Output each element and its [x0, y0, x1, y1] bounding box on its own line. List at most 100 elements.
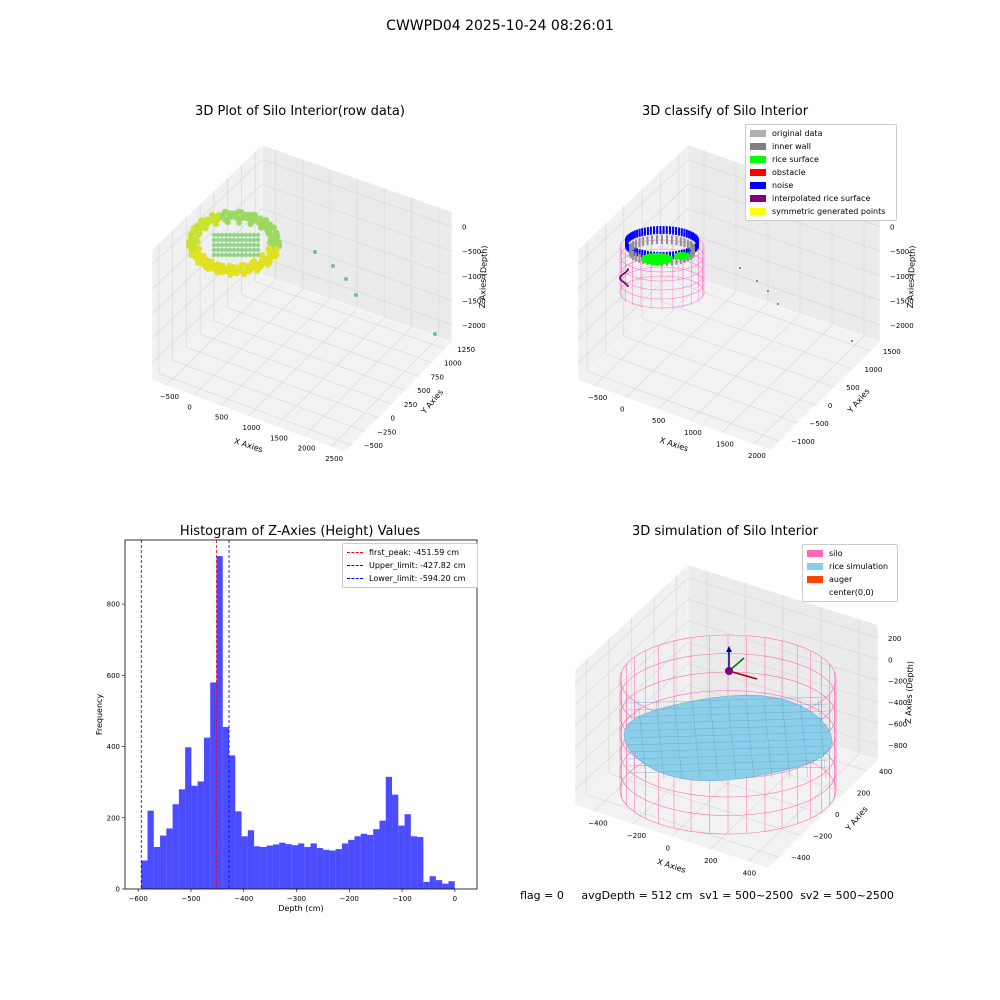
noise-point [696, 237, 699, 246]
raw-data-point [215, 247, 221, 253]
raw-data-point [243, 242, 249, 248]
x-tick-label: 0 [187, 403, 191, 411]
grid-line [660, 300, 853, 370]
legend-swatch [807, 550, 823, 557]
raw-data-point [203, 257, 210, 264]
histogram-bar [191, 785, 198, 889]
legend-swatch [807, 563, 823, 570]
raw-outlier-point [331, 264, 335, 268]
inner-wall-point [691, 249, 694, 259]
noise-point [688, 247, 691, 256]
grid-line [625, 291, 737, 398]
histogram-bar [435, 880, 443, 889]
legend-label: obstacle [772, 168, 806, 177]
noise-point [688, 230, 691, 239]
raw-data-point [224, 219, 231, 226]
axes-pane-floor [151, 274, 453, 453]
raw-data-point [231, 232, 237, 238]
legend-line [347, 552, 363, 553]
raw-data-point [247, 247, 253, 253]
noise-point [630, 232, 633, 241]
grid-line [193, 289, 303, 396]
raw-data-point [255, 237, 261, 243]
x-tick-label: 200 [704, 857, 717, 865]
noise-point [694, 243, 697, 252]
y-tick-label: 1000 [865, 366, 883, 374]
legend-item: symmetric generated points [750, 205, 892, 218]
raw-data-point [276, 241, 283, 248]
raw-data-point [267, 235, 274, 242]
legend-item: noise [750, 179, 892, 192]
legend-label: auger [829, 575, 853, 584]
surface-mesh-line [817, 699, 827, 779]
raw-data-point [239, 242, 245, 248]
raw-data-point [239, 237, 245, 243]
x-tick-label: 500 [215, 414, 228, 422]
histogram-bar [216, 556, 223, 889]
grid-line [587, 370, 780, 442]
legend-item: interpolated rice surface [750, 192, 892, 205]
y-tick-label: 200 [857, 789, 870, 797]
grid-line [642, 318, 835, 388]
raw-data-point [243, 237, 249, 243]
histogram-bar [291, 845, 298, 889]
noise-point [638, 228, 641, 237]
auger-axis-x [728, 670, 758, 680]
raw-data-point [185, 243, 192, 249]
noise-point [690, 246, 693, 255]
raw-data-point [223, 252, 229, 258]
z-tick-label: −600 [888, 721, 907, 729]
rice-surface-patch [674, 252, 690, 260]
noise-point [643, 250, 646, 259]
y-tick-label: 250 [404, 401, 417, 409]
legend-item: Lower_limit: -594.20 cm [347, 572, 473, 585]
raw-data-point [247, 242, 253, 248]
surface-mesh-line [627, 759, 829, 767]
histogram-bar [323, 849, 330, 889]
raw-data-point [227, 232, 233, 238]
legend-item: center(0,0) [807, 586, 893, 599]
legend-label: first_peak: -451.59 cm [369, 548, 460, 557]
inner-wall-point [689, 251, 692, 260]
grid-line [303, 327, 412, 437]
raw-data-point [243, 247, 249, 253]
raw-data-point [251, 247, 257, 253]
x-tick-label: −600 [129, 895, 148, 903]
x-tick-label: 400 [743, 870, 756, 878]
noise-point [636, 248, 639, 257]
x-axis-label: Depth (cm) [278, 904, 323, 913]
inner-wall-point [691, 242, 694, 252]
x-axis-label: X Axies [233, 437, 264, 455]
raw-data-point [231, 237, 237, 243]
histogram-bar [341, 843, 349, 889]
raw-data-point [211, 237, 217, 243]
histogram-bar [147, 810, 154, 889]
legend-label: rice simulation [829, 562, 889, 571]
histogram-bar [254, 846, 261, 889]
grid-line [687, 663, 879, 724]
legend-swatch [750, 195, 766, 202]
histogram-bar [379, 820, 386, 889]
grid-line [165, 279, 276, 386]
histogram-bar [360, 833, 367, 889]
histogram-bar [241, 836, 248, 889]
inner-wall-point [656, 235, 658, 245]
histogram-bar [410, 836, 418, 889]
histogram-bar [160, 835, 167, 889]
histogram-bar [203, 737, 211, 889]
histogram-bar [210, 682, 217, 889]
surface-mesh-line [745, 699, 755, 779]
inner-wall-point [632, 251, 635, 260]
x-tick-label: 1000 [684, 429, 702, 437]
surface-mesh-line [799, 699, 809, 779]
grid-line [261, 183, 453, 252]
histogram-bar [373, 829, 380, 889]
surface-mesh-line [637, 699, 647, 779]
grid-line [574, 663, 689, 769]
z-tick-label: −200 [888, 678, 907, 686]
x-axis-label: X Axies [658, 436, 689, 454]
x-tick-label: 2500 [325, 455, 343, 463]
histogram-bar [235, 811, 242, 889]
raw-data-point [223, 242, 229, 248]
